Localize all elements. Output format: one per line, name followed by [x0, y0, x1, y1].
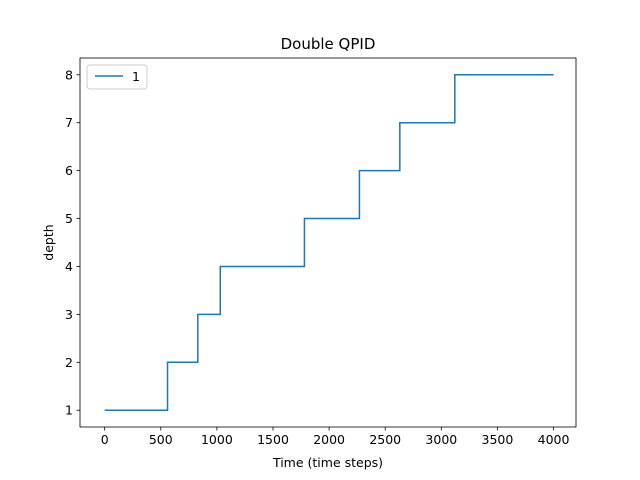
x-tick-label: 3000	[425, 432, 457, 447]
y-tick-label: 8	[65, 67, 73, 82]
chart-title: Double QPID	[281, 35, 376, 53]
x-tick-label: 4000	[538, 432, 570, 447]
y-tick-label: 5	[65, 211, 73, 226]
y-tick-label: 2	[65, 355, 73, 370]
x-tick-label: 0	[101, 432, 109, 447]
x-tick-label: 2500	[369, 432, 401, 447]
legend-label: 1	[132, 69, 140, 84]
y-tick-label: 7	[65, 115, 73, 130]
legend: 1	[86, 64, 148, 90]
x-tick-label: 1000	[201, 432, 233, 447]
y-axis: 1 2 3 4 5 6 7 8	[65, 67, 80, 418]
x-tick-label: 1500	[257, 432, 289, 447]
x-axis-label: Time (time steps)	[272, 455, 383, 470]
y-tick-label: 4	[65, 259, 73, 274]
y-tick-label: 1	[65, 403, 73, 418]
y-tick-label: 3	[65, 307, 73, 322]
x-axis: 0 500 1000 1500 2000 2500 3000 3500 4000	[101, 427, 570, 447]
plot-area	[104, 74, 554, 411]
x-tick-label: 2000	[313, 432, 345, 447]
y-tick-label: 6	[65, 163, 73, 178]
x-tick-label: 3500	[482, 432, 514, 447]
series-line-1	[104, 74, 554, 411]
y-axis-label: depth	[41, 224, 56, 260]
x-tick-label: 500	[149, 432, 173, 447]
axes-frame	[79, 57, 577, 428]
legend-box	[86, 64, 148, 90]
